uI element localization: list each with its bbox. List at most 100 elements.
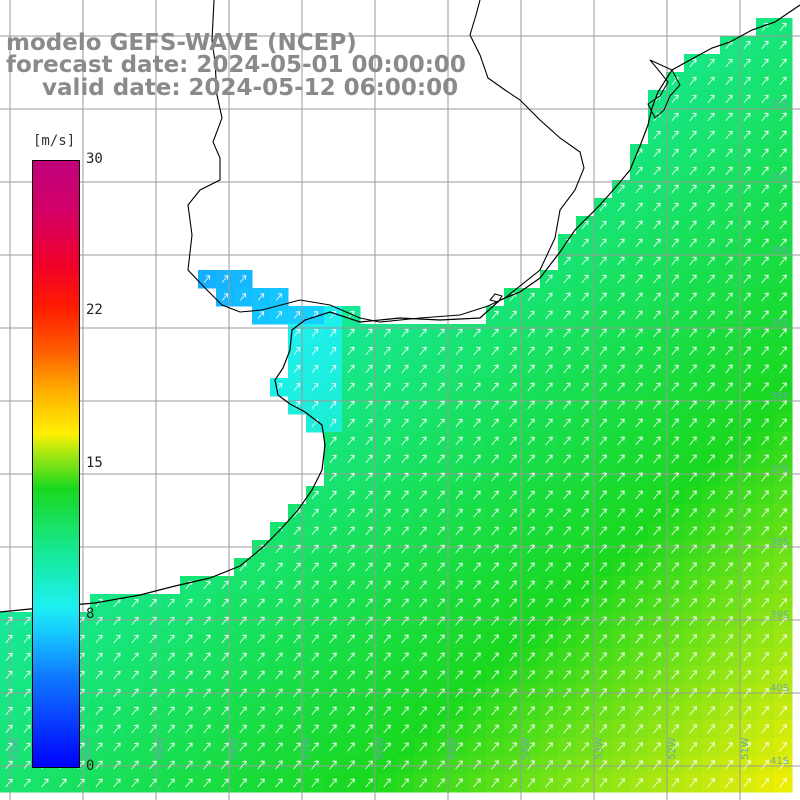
wind-arrow: [779, 706, 787, 716]
wind-arrow: [167, 724, 175, 734]
wind-arrow: [689, 418, 697, 428]
wind-arrow: [365, 580, 373, 590]
wind-arrow: [221, 778, 229, 788]
wind-arrow: [455, 724, 463, 734]
wind-arrow: [401, 346, 409, 356]
wind-arrow: [347, 436, 355, 446]
longitude-label: 54W: [521, 737, 532, 760]
wind-arrow: [509, 580, 517, 590]
wind-arrow: [491, 310, 499, 320]
wind-arrow: [761, 364, 769, 374]
wind-arrow: [581, 292, 589, 302]
wind-arrow: [455, 670, 463, 680]
wind-arrow: [167, 652, 175, 662]
wind-arrow: [779, 526, 787, 536]
wind-arrow: [689, 724, 697, 734]
latitude-label: 40S: [770, 683, 789, 694]
wind-arrow: [581, 724, 589, 734]
wind-arrow: [257, 670, 265, 680]
wind-arrow: [545, 652, 553, 662]
wind-arrow: [779, 418, 787, 428]
wind-arrow: [365, 490, 373, 500]
wind-arrow: [329, 508, 337, 518]
wind-arrow: [311, 526, 319, 536]
wind-arrow: [437, 760, 445, 770]
wind-arrow: [383, 562, 391, 572]
wind-arrow: [707, 562, 715, 572]
colorbar-units: [m/s]: [33, 133, 76, 149]
wind-arrow: [239, 688, 247, 698]
wind-arrow: [599, 742, 607, 752]
wind-arrow: [455, 616, 463, 626]
wind-arrow: [725, 292, 733, 302]
wind-arrow: [761, 166, 769, 176]
wind-arrow: [545, 598, 553, 608]
wind-arrow: [653, 544, 661, 554]
wind-arrow: [545, 670, 553, 680]
wind-arrow: [23, 670, 31, 680]
wind-arrow: [689, 112, 697, 122]
wind-arrow: [617, 274, 625, 284]
wind-arrow: [671, 526, 679, 536]
wind-arrow: [671, 418, 679, 428]
wind-arrow: [725, 472, 733, 482]
wind-arrow: [185, 652, 193, 662]
wind-arrow: [779, 220, 787, 230]
wind-arrow: [635, 418, 643, 428]
wind-arrow: [743, 310, 751, 320]
wind-arrow: [239, 293, 247, 301]
wind-arrow: [437, 580, 445, 590]
wind-arrow: [671, 472, 679, 482]
wind-arrow: [743, 634, 751, 644]
latitude-label: 36S: [770, 391, 789, 402]
wind-arrow: [689, 688, 697, 698]
wind-arrow: [617, 652, 625, 662]
wind-arrow: [689, 562, 697, 572]
wind-arrow: [779, 616, 787, 626]
wind-arrow: [779, 112, 787, 122]
wind-arrow: [113, 652, 121, 662]
wind-arrow: [671, 760, 679, 770]
wind-arrow: [437, 562, 445, 572]
wind-arrow: [239, 275, 247, 283]
wind-arrow: [509, 688, 517, 698]
wind-arrow: [221, 688, 229, 698]
longitude-label: 53W: [594, 737, 605, 760]
latitude-label: 34S: [770, 245, 789, 256]
wind-arrow: [365, 418, 373, 428]
wind-arrow: [563, 562, 571, 572]
wind-arrow: [311, 724, 319, 734]
wind-arrow: [455, 508, 463, 518]
wind-arrow: [779, 310, 787, 320]
wind-arrow: [671, 670, 679, 680]
wind-arrow: [761, 202, 769, 212]
wind-arrow: [491, 652, 499, 662]
wind-arrow: [293, 580, 301, 590]
wind-arrow: [167, 598, 175, 608]
wind-arrow: [113, 706, 121, 716]
wind-arrow: [347, 616, 355, 626]
wind-arrow: [689, 616, 697, 626]
wind-arrow: [203, 778, 211, 788]
wind-arrow: [257, 293, 265, 301]
wind-arrow: [365, 328, 373, 338]
wind-arrow: [527, 400, 535, 410]
wind-arrow: [779, 472, 787, 482]
wind-arrow: [761, 490, 769, 500]
wind-arrow: [329, 544, 337, 554]
wind-arrow: [509, 742, 517, 752]
wind-arrow: [725, 562, 733, 572]
wind-arrow: [725, 400, 733, 410]
wind-arrow: [401, 490, 409, 500]
wind-arrow: [293, 706, 301, 716]
wind-arrow: [545, 292, 553, 302]
wind-arrow: [473, 328, 481, 338]
wind-arrow: [131, 670, 139, 680]
wind-arrow: [545, 634, 553, 644]
wind-arrow: [545, 454, 553, 464]
wind-arrow: [491, 436, 499, 446]
wind-arrow: [437, 472, 445, 482]
wind-arrow: [599, 616, 607, 626]
wind-arrow: [689, 58, 697, 68]
wind-arrow: [437, 652, 445, 662]
